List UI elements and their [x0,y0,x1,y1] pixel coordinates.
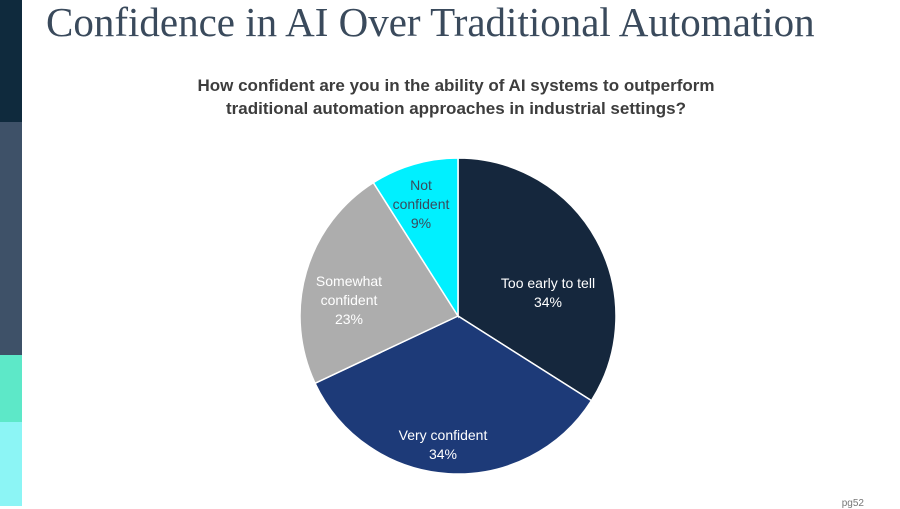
sidebar-segment-3 [0,355,22,422]
slice-value-label: 34% [429,446,457,462]
slice-name-label: confident [321,292,378,308]
pie-slice-too-early-to-tell [457,157,617,402]
pie-slice-somewhat-confident [299,181,460,385]
sidebar-accent-bar [0,0,22,506]
slice-name-label: Too early to tell [501,275,595,291]
slice-value-label: 9% [411,215,431,231]
chart-title-line-2: traditional automation approaches in ind… [226,99,686,118]
slice-label-too-early-to-tell: Too early to tell 34% [501,275,595,310]
sidebar-segment-2 [0,122,22,355]
slice-name-label: Not [410,177,432,193]
slice-name-label: Somewhat [316,273,382,289]
slide-title: Confidence in AI Over Traditional Automa… [46,0,815,45]
chart-title-line-1: How confident are you in the ability of … [197,76,715,95]
slice-label-not-confident: Not confident 9% [393,177,450,231]
slice-name-label: confident [393,196,450,212]
sidebar-segment-4 [0,422,22,506]
sidebar-segment-1 [0,0,22,122]
pie-slice-not-confident [372,157,459,319]
slice-value-label: 34% [534,294,562,310]
slice-value-label: 23% [335,311,363,327]
page-number: pg52 [841,498,864,509]
slice-label-very-confident: Very confident 34% [399,427,488,462]
slice-label-somewhat-confident: Somewhat confident 23% [316,273,382,327]
chart-title: How confident are you in the ability of … [150,74,762,120]
pie-slice-very-confident [314,315,593,475]
slice-name-label: Very confident [399,427,488,443]
